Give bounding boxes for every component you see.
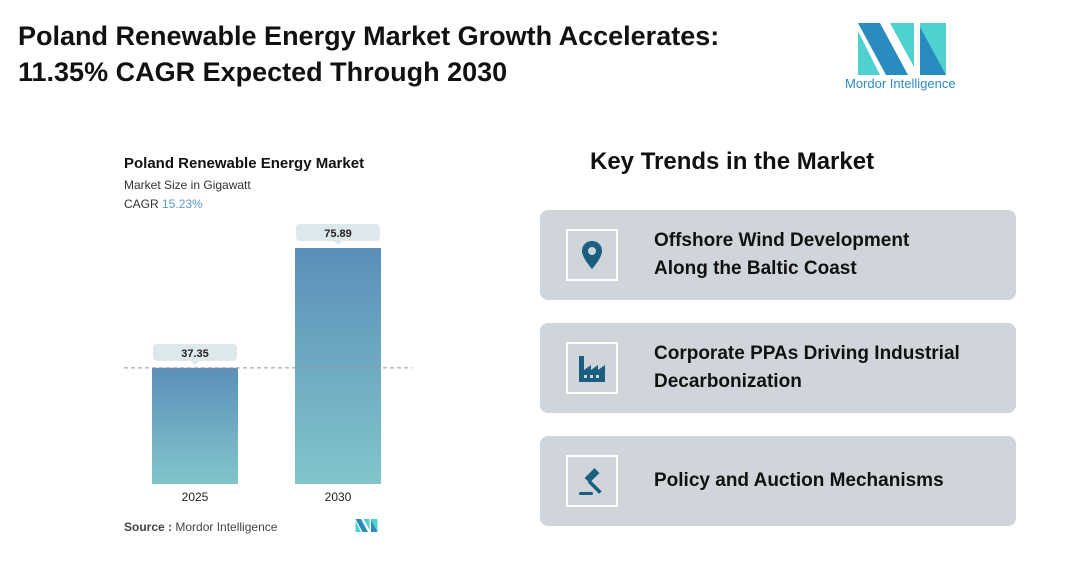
mordor-small-logo-icon [355,519,378,532]
factory-icon [566,342,618,394]
trends-title: Key Trends in the Market [590,148,875,175]
value-label-bg [153,343,237,361]
title-line-2: 11.35% CAGR Expected Through 2030 [18,57,508,87]
chart-title: Poland Renewable Energy Market [124,155,365,172]
mordor-logo-icon [858,23,946,75]
value-label: 75.89 [324,228,352,240]
chart-subtitle: Market Size in Gigawatt [124,178,251,192]
trend-card-offshore-wind: Offshore Wind Development Along the Balti… [540,210,1016,300]
page-title: Poland Renewable Energy Market Growth Ac… [18,18,719,90]
bar-chart: 37.35 2025 75.89 2030 [124,224,412,504]
trend-line-1: Policy and Auction Mechanisms [654,470,944,491]
x-tick-label: 2025 [182,490,209,504]
cagr-value: 15.23% [162,197,203,211]
chart-cagr: CAGR 15.23% [124,197,203,211]
value-label-pointer [191,360,199,365]
trend-card-policy-auction: Policy and Auction Mechanisms [540,436,1016,526]
trend-line-2: Along the Baltic Coast [654,258,857,279]
trend-line-1: Offshore Wind Development [654,230,910,251]
gavel-icon [566,455,618,507]
value-label: 37.35 [181,348,209,360]
source: Source : Mordor Intelligence [124,520,277,534]
map-pin-icon [566,229,618,281]
source-value: Mordor Intelligence [175,520,278,534]
cagr-label: CAGR [124,197,159,211]
value-label-bg [296,224,380,241]
trend-line-1: Corporate PPAs Driving Industrial [654,343,960,364]
value-label-pointer [334,241,342,245]
bar-2030 [295,248,381,484]
bar-2025 [152,367,238,484]
trend-card-corporate-ppas: Corporate PPAs Driving Industrial Decarbo… [540,323,1016,413]
title-line-1: Poland Renewable Energy Market Growth Ac… [18,21,720,51]
source-label: Source : [124,520,173,534]
x-tick-label: 2030 [325,490,352,504]
trend-line-2: Decarbonization [654,371,802,392]
logo-text: Mordor Intelligence [845,76,956,91]
